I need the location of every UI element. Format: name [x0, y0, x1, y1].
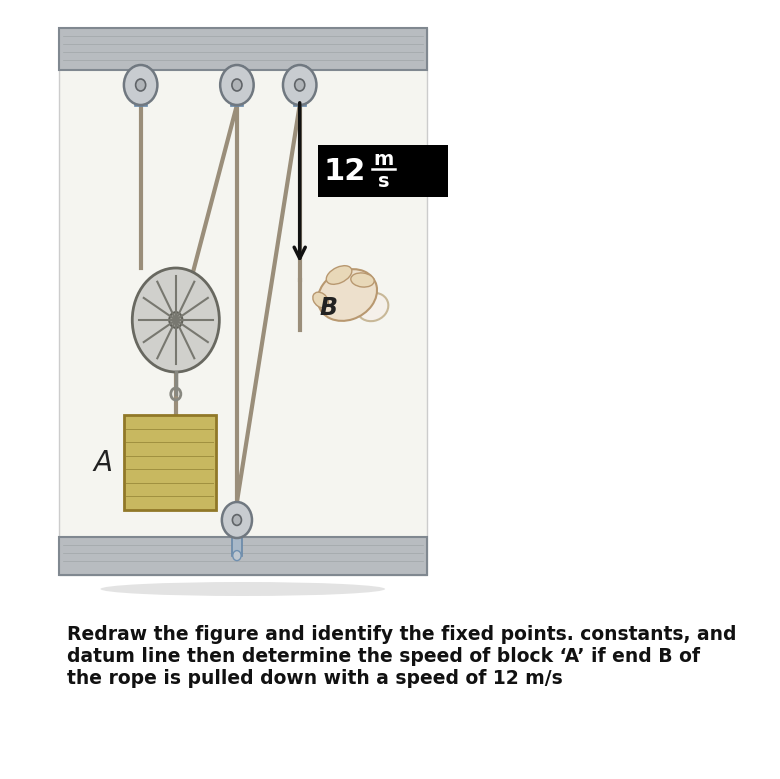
Circle shape	[232, 79, 242, 91]
Ellipse shape	[326, 266, 352, 284]
Bar	[231, 66, 243, 106]
Text: m: m	[374, 150, 394, 168]
Circle shape	[232, 69, 241, 79]
Ellipse shape	[356, 293, 388, 321]
Text: 12: 12	[324, 157, 366, 185]
Ellipse shape	[101, 582, 385, 596]
Circle shape	[136, 79, 146, 91]
Circle shape	[136, 69, 145, 79]
Circle shape	[232, 515, 242, 525]
Bar	[232, 534, 243, 555]
Circle shape	[133, 268, 219, 372]
Circle shape	[296, 69, 304, 79]
Ellipse shape	[313, 292, 328, 308]
Bar	[294, 66, 306, 106]
Text: A: A	[94, 449, 112, 477]
Bar	[135, 66, 147, 106]
Bar	[58, 537, 427, 575]
Circle shape	[295, 79, 305, 91]
Ellipse shape	[351, 273, 374, 287]
Bar	[124, 415, 216, 510]
Circle shape	[232, 551, 241, 561]
Bar	[58, 28, 427, 575]
Ellipse shape	[317, 269, 377, 321]
Text: s: s	[378, 171, 389, 191]
Circle shape	[220, 65, 254, 105]
Bar	[58, 28, 427, 70]
Circle shape	[222, 502, 252, 538]
Circle shape	[283, 65, 317, 105]
Bar	[318, 145, 448, 197]
Circle shape	[124, 65, 158, 105]
Text: B: B	[320, 296, 338, 320]
Text: Redraw the figure and identify the fixed points. constants, and
datum line then : Redraw the figure and identify the fixed…	[67, 625, 736, 688]
Circle shape	[169, 312, 183, 328]
